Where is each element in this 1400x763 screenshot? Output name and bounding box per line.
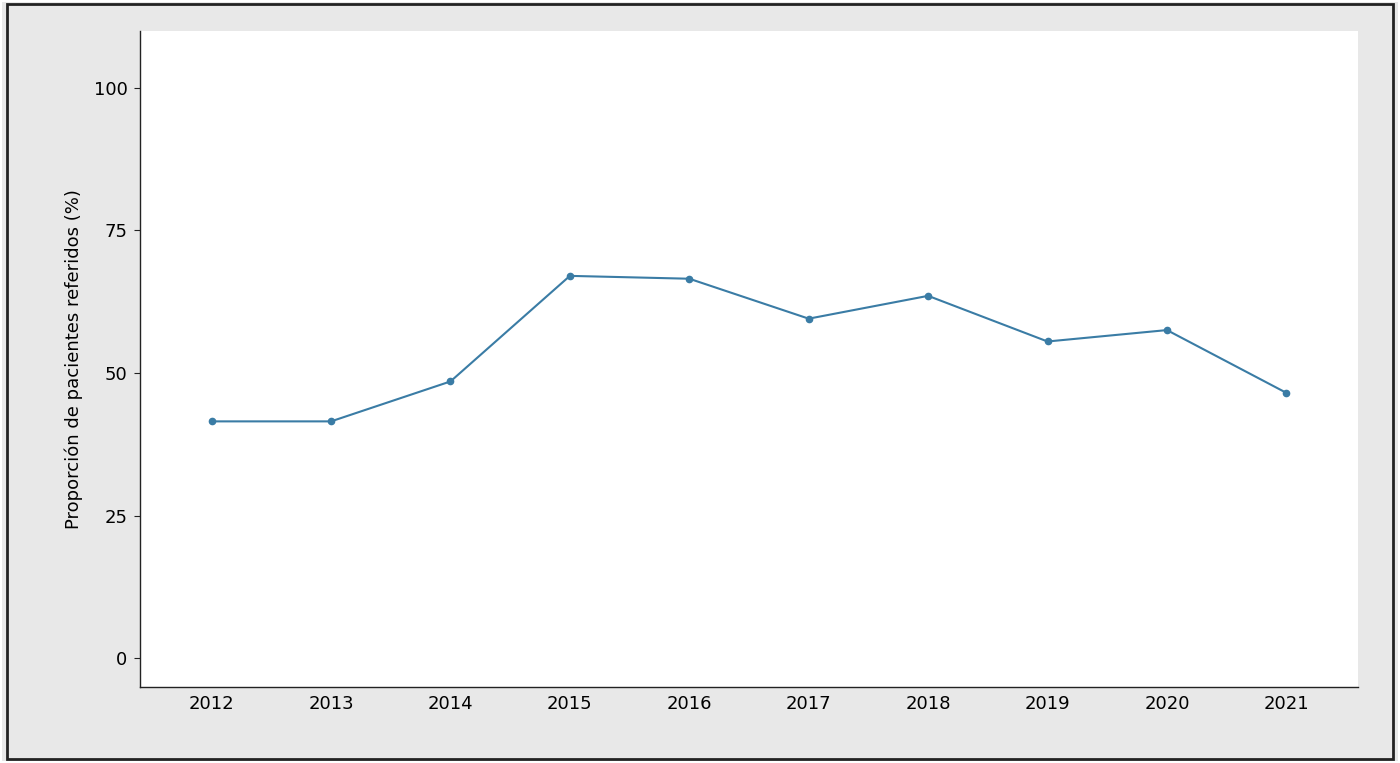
Y-axis label: Proporción de pacientes referidos (%): Proporción de pacientes referidos (%) (64, 188, 83, 529)
